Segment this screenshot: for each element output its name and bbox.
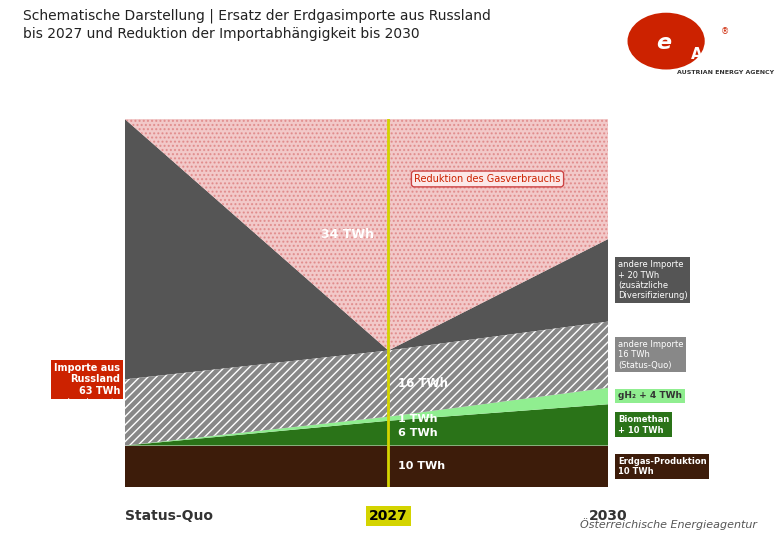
Text: Reduktion des Gasverbrauchs: Reduktion des Gasverbrauchs	[414, 174, 561, 184]
Text: andere Importe
16 TWh
(Status-Quo): andere Importe 16 TWh (Status-Quo)	[618, 340, 683, 370]
Text: A: A	[691, 47, 703, 62]
Text: 10 TWh: 10 TWh	[398, 461, 445, 471]
Polygon shape	[125, 119, 608, 351]
Polygon shape	[125, 404, 608, 446]
Text: AUSTRIAN ENERGY AGENCY: AUSTRIAN ENERGY AGENCY	[676, 70, 774, 75]
Text: Schematische Darstellung | Ersatz der Erdgasimporte aus Russland
bis 2027 und Re: Schematische Darstellung | Ersatz der Er…	[23, 8, 491, 41]
Text: 16 TWh: 16 TWh	[398, 377, 448, 390]
Text: gH₂ + 4 TWh: gH₂ + 4 TWh	[618, 392, 682, 400]
Text: ®: ®	[721, 28, 729, 37]
Polygon shape	[125, 321, 608, 446]
Text: Erdgas-Produktion
10 TWh: Erdgas-Produktion 10 TWh	[618, 457, 707, 476]
Text: andere Importe
16 TWh
(Status-Quo): andere Importe 16 TWh (Status-Quo)	[55, 398, 120, 427]
Text: 34 TWh: 34 TWh	[321, 228, 374, 241]
Polygon shape	[125, 351, 388, 379]
Text: 2030: 2030	[589, 509, 628, 523]
Text: Status-Quo: Status-Quo	[125, 509, 213, 523]
Ellipse shape	[627, 13, 705, 70]
Text: Importe aus
Russland
63 TWh: Importe aus Russland 63 TWh	[54, 363, 120, 396]
Polygon shape	[125, 388, 608, 446]
Text: andere Importe
+ 20 TWh
(zusätzliche
Diversifizierung): andere Importe + 20 TWh (zusätzliche Div…	[618, 260, 688, 300]
Text: 2027: 2027	[369, 509, 408, 523]
Text: 6 TWh: 6 TWh	[398, 428, 438, 438]
Text: Österreichische Energieagentur: Österreichische Energieagentur	[580, 518, 757, 530]
Text: Erdgas-Produktion
10 TWh: Erdgas-Produktion 10 TWh	[31, 457, 120, 476]
Text: e: e	[656, 32, 671, 52]
Text: 1 TWh: 1 TWh	[398, 414, 438, 424]
Text: Biomethan
+ 10 TWh: Biomethan + 10 TWh	[618, 415, 669, 434]
Polygon shape	[125, 119, 608, 379]
Polygon shape	[125, 446, 608, 487]
